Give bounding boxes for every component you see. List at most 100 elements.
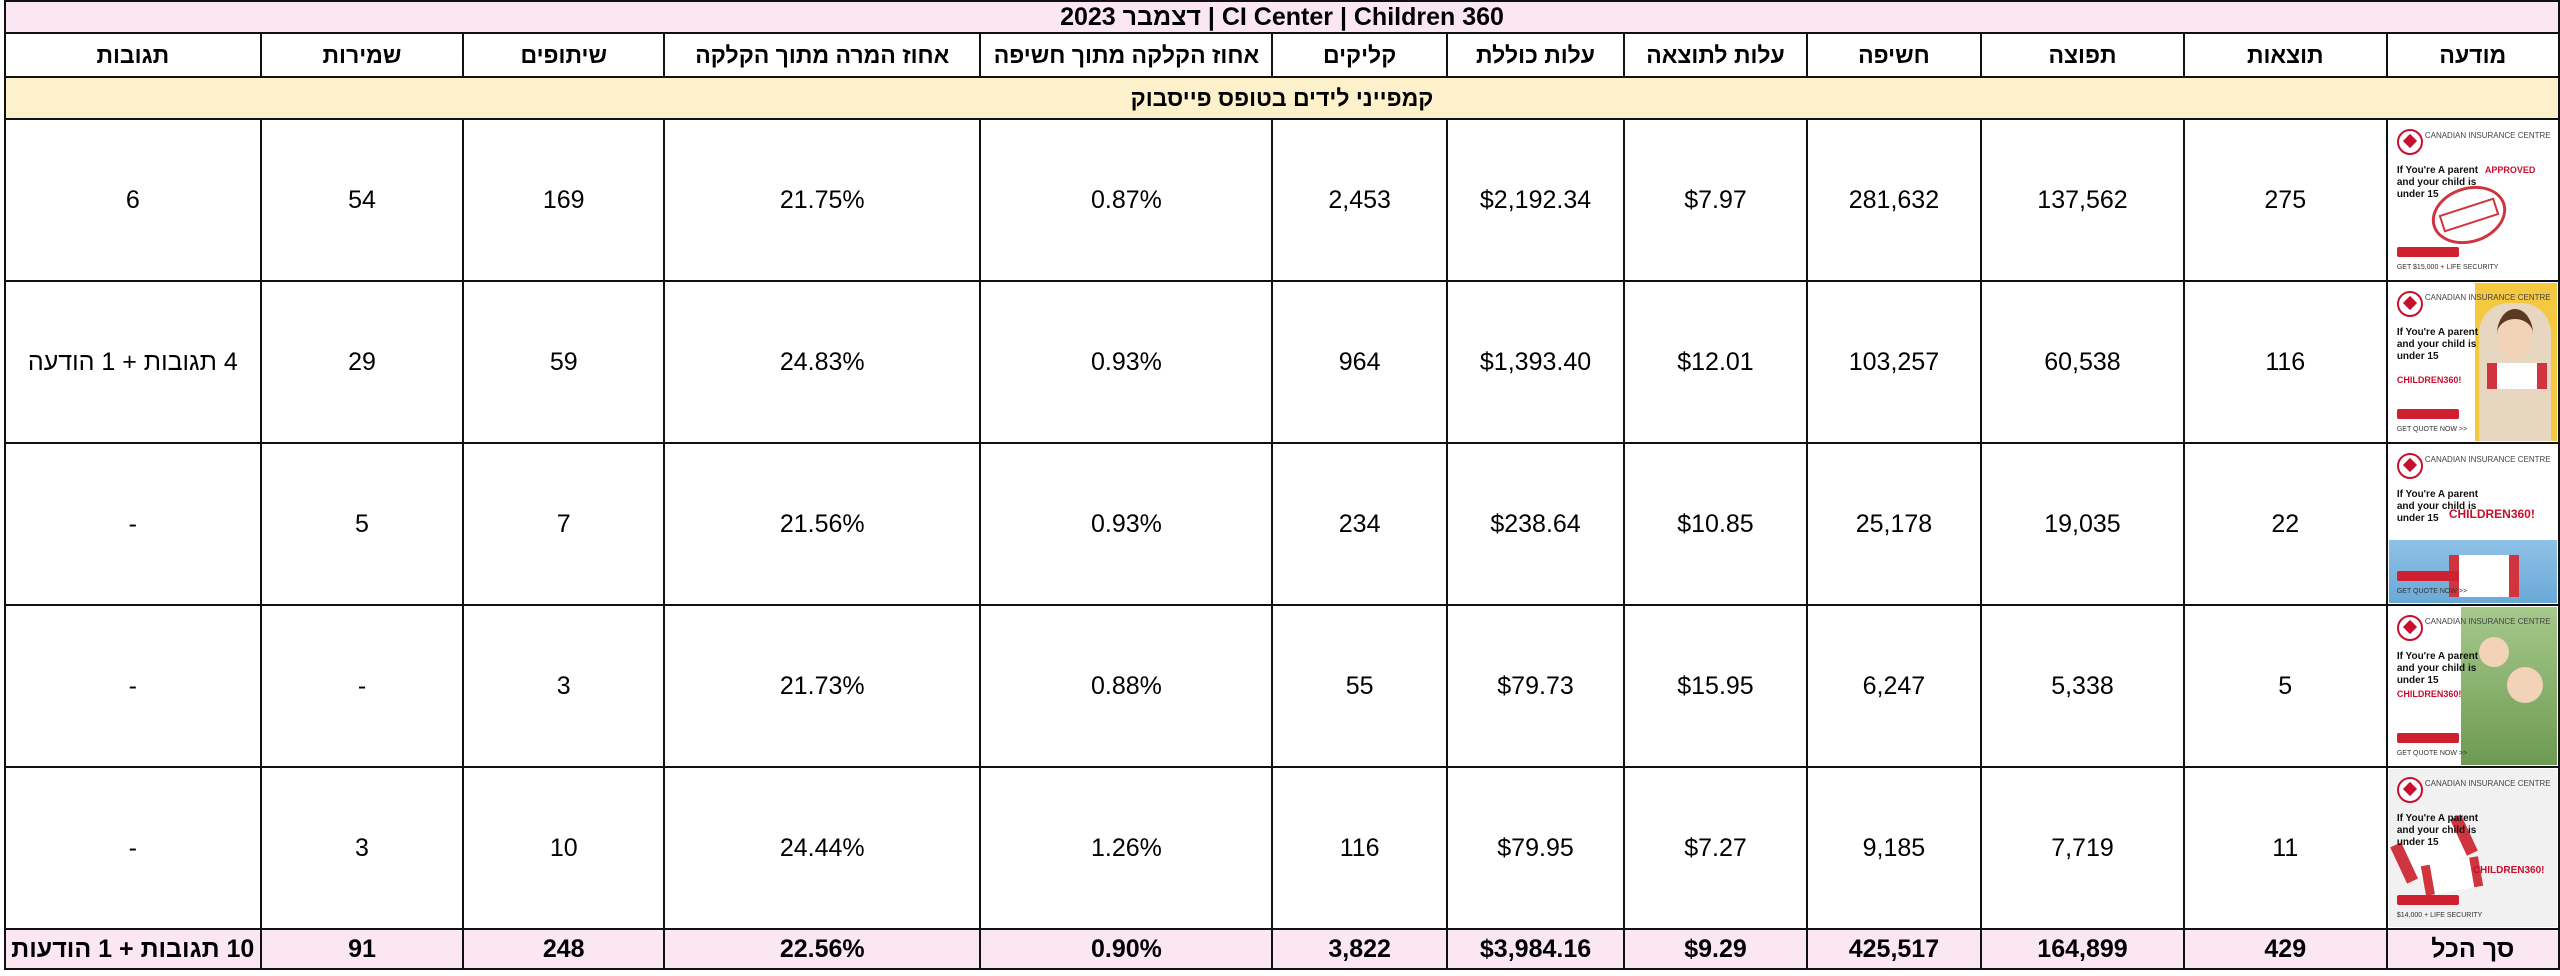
table-cell: 6,247 — [1805, 604, 1983, 768]
table-cell: $238.64 — [1445, 442, 1626, 606]
table-cell: 10 — [462, 766, 666, 930]
column-header: קליקים — [1271, 32, 1448, 78]
totals-cell: 425,517 — [1805, 928, 1983, 970]
maple-leaf-logo-icon — [2396, 453, 2423, 479]
table-cell: - — [4, 604, 262, 768]
table-cell: 1.26% — [979, 766, 1274, 930]
table-cell: 169 — [462, 118, 666, 282]
table-cell: 24.44% — [663, 766, 982, 930]
report-title: CI Center | Children 360 | דצמבר 2023 — [4, 0, 2560, 34]
table-cell: 54 — [259, 118, 465, 282]
table-row: CANADIAN INSURANCE CENTRE If You're A par… — [4, 118, 2560, 282]
table-row: CANADIAN INSURANCE CENTRE If You're A par… — [4, 442, 2560, 606]
table-cell: 7,719 — [1980, 766, 2185, 930]
table-cell: - — [259, 604, 465, 768]
column-header: אחוז המרה מתוך הקלקה — [663, 32, 982, 78]
column-header: שיתופים — [462, 32, 666, 78]
table-cell: $7.27 — [1623, 766, 1808, 930]
ad-thumbnail: CANADIAN INSURANCE CENTRE If You're A par… — [2388, 121, 2557, 279]
ad-brand: CANADIAN INSURANCE CENTRE — [2424, 617, 2551, 626]
table-cell: 103,257 — [1805, 280, 1983, 444]
maple-leaf-logo-icon — [2396, 777, 2423, 803]
ad-highlight: APPROVED — [2484, 165, 2536, 175]
column-header: מודעה — [2385, 32, 2560, 78]
maple-leaf-logo-icon — [2396, 291, 2423, 317]
table-cell: 0.93% — [979, 442, 1274, 606]
ad-footer: $14,000 + LIFE SECURITY — [2396, 912, 2483, 919]
ad-footer: GET QUOTE NOW >> — [2396, 588, 2468, 595]
ad-cell: CANADIAN INSURANCE CENTRE If You're A par… — [2385, 280, 2560, 444]
ad-cta-button-graphic — [2396, 733, 2459, 743]
totals-cell: $3,984.16 — [1445, 928, 1626, 970]
ad-cta-button-graphic — [2396, 247, 2459, 257]
column-header: תוצאות — [2182, 32, 2388, 78]
maple-leaf-logo-icon — [2396, 615, 2423, 641]
ad-cell: CANADIAN INSURANCE CENTRE If You're A par… — [2385, 442, 2560, 606]
ad-headline: If You're A parent and your child is und… — [2396, 327, 2479, 362]
ad-cell: CANADIAN INSURANCE CENTRE If You're A par… — [2385, 604, 2560, 768]
table-cell: $2,192.34 — [1445, 118, 1626, 282]
table-cell: 116 — [1271, 766, 1448, 930]
ad-highlight: CHILDREN360! — [2396, 689, 2462, 699]
ad-headline: If You're A parent and your child is und… — [2396, 489, 2479, 524]
table-cell: 5 — [2182, 604, 2388, 768]
totals-label: סך הכל — [2385, 928, 2560, 970]
ad-brand: CANADIAN INSURANCE CENTRE — [2424, 131, 2551, 140]
table-cell: 0.88% — [979, 604, 1274, 768]
ad-brand: CANADIAN INSURANCE CENTRE — [2424, 779, 2551, 788]
table-cell: 21.75% — [663, 118, 982, 282]
column-header: תפוצה — [1980, 32, 2185, 78]
table-row: CANADIAN INSURANCE CENTRE If You're A par… — [4, 604, 2560, 768]
table-cell: $10.85 — [1623, 442, 1808, 606]
table-cell: 21.73% — [663, 604, 982, 768]
ad-highlight: CHILDREN360! — [2448, 507, 2535, 521]
table-cell: 7 — [462, 442, 666, 606]
table-cell: $79.73 — [1445, 604, 1626, 768]
table-cell: 9,185 — [1805, 766, 1983, 930]
canada-flag-icon — [2486, 363, 2547, 389]
totals-row: סך הכל 429 164,899 425,517 $9.29 $3,984.16 3,8… — [4, 928, 2560, 970]
table-cell: 234 — [1271, 442, 1448, 606]
ad-cell: CANADIAN INSURANCE CENTRE If You're A par… — [2385, 766, 2560, 930]
table-cell: 964 — [1271, 280, 1448, 444]
header-row: מודעה תוצאות תפוצה חשיפה עלות לתוצאה עלות כול… — [4, 32, 2560, 78]
ad-cta-button-graphic — [2396, 895, 2459, 905]
totals-cell: 248 — [462, 928, 666, 970]
table-cell: 2,453 — [1271, 118, 1448, 282]
ad-headline: If You're A parent and your child is und… — [2396, 651, 2479, 686]
table-cell: 281,632 — [1805, 118, 1983, 282]
section-title: קמפייני לידים בטופס פייסבוק — [4, 76, 2560, 120]
ad-highlight: CHILDREN360! — [2472, 865, 2545, 876]
table-cell: 3 — [462, 604, 666, 768]
totals-cell: 3,822 — [1271, 928, 1448, 970]
table-cell: 4 תגובות + 1 הודעה — [4, 280, 262, 444]
table-cell: - — [4, 442, 262, 606]
ad-thumbnail: CANADIAN INSURANCE CENTRE If You're A par… — [2388, 283, 2557, 441]
ad-photo-graphic — [2460, 607, 2557, 765]
maple-leaf-logo-icon — [2396, 129, 2423, 155]
totals-cell: $9.29 — [1623, 928, 1808, 970]
table-row: CANADIAN INSURANCE CENTRE If You're A par… — [4, 280, 2560, 444]
table-cell: $15.95 — [1623, 604, 1808, 768]
totals-cell: 0.90% — [979, 928, 1274, 970]
column-header: עלות לתוצאה — [1623, 32, 1808, 78]
column-header: שמירות — [259, 32, 465, 78]
ad-cell: CANADIAN INSURANCE CENTRE If You're A par… — [2385, 118, 2560, 282]
table-cell: 5 — [259, 442, 465, 606]
totals-cell: 10 תגובות + 1 הודעות — [4, 928, 262, 970]
ad-cta-button-graphic — [2396, 571, 2459, 581]
table-cell: 19,035 — [1980, 442, 2185, 606]
ad-footer: GET QUOTE NOW >> — [2396, 426, 2468, 433]
campaign-report-table: CI Center | Children 360 | דצמבר 2023 מו… — [4, 0, 2560, 970]
table-row: CANADIAN INSURANCE CENTRE If You're A par… — [4, 766, 2560, 930]
table-cell: $7.97 — [1623, 118, 1808, 282]
table-cell: 21.56% — [663, 442, 982, 606]
table-cell: 60,538 — [1980, 280, 2185, 444]
data-rows: CANADIAN INSURANCE CENTRE If You're A par… — [4, 118, 2560, 930]
table-cell: 275 — [2182, 118, 2388, 282]
ad-headline: If You're A parent and your child is und… — [2396, 813, 2479, 848]
table-cell: 0.87% — [979, 118, 1274, 282]
table-cell: 25,178 — [1805, 442, 1983, 606]
table-cell: 6 — [4, 118, 262, 282]
